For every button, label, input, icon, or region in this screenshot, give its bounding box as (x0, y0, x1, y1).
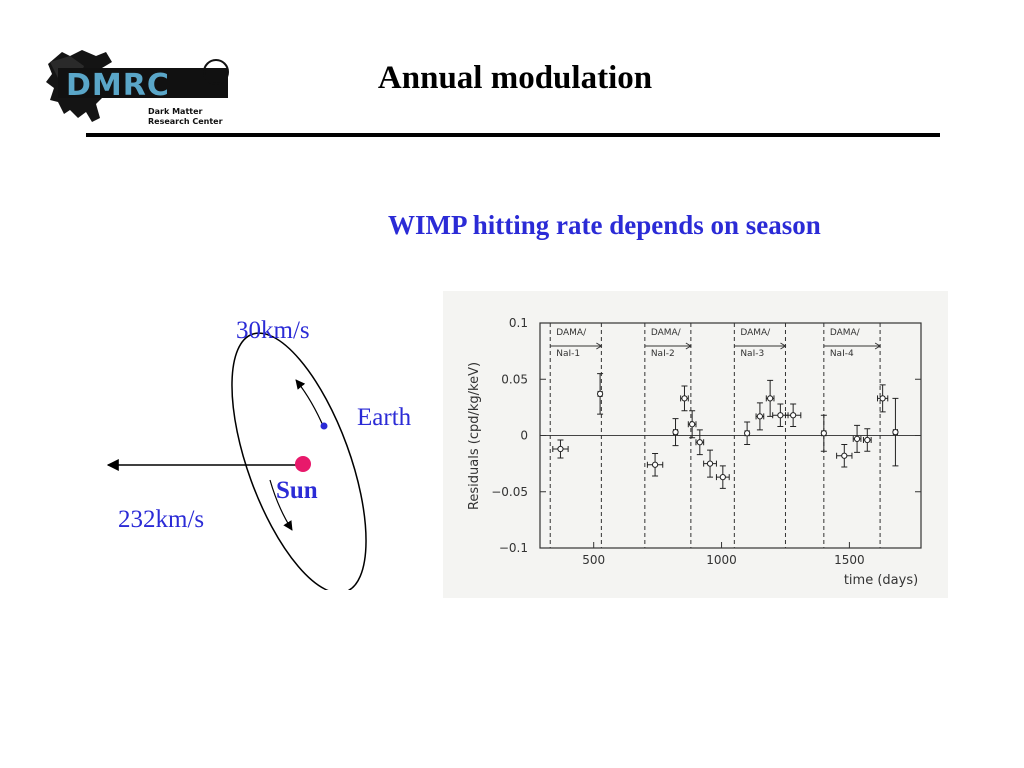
logo-tagline-1: Dark Matter (148, 107, 203, 116)
earth-orbit (231, 332, 367, 594)
data-point (557, 445, 564, 453)
x-tick-label: 1500 (834, 553, 865, 567)
sun-label: Sun (276, 477, 318, 504)
data-point (767, 395, 774, 402)
period-arrow-head (874, 342, 882, 350)
period-arrow-head (596, 342, 603, 350)
data-point (892, 429, 899, 436)
orbit-diagram: 30km/s Earth Sun 232km/s (90, 300, 450, 594)
data-point (756, 413, 764, 420)
slide-title: Annual modulation (377, 60, 653, 96)
data-point (841, 452, 848, 459)
x-tick-label: 1000 (706, 553, 737, 567)
sun-speed-label: 232km/s (118, 506, 204, 533)
period-label: DAMA/ (740, 328, 771, 338)
dmrc-logo: DMRC Dark Matter Research Center (40, 42, 240, 142)
period-sublabel: NaI-3 (740, 349, 764, 359)
y-tick-label: 0.05 (501, 372, 528, 386)
period-label: DAMA/ (830, 328, 861, 338)
sun-dot (295, 456, 311, 472)
data-point (777, 412, 784, 419)
data-point (596, 390, 604, 397)
y-tick-label: 0 (520, 429, 528, 443)
y-tick-label: −0.05 (491, 485, 528, 499)
period-sublabel: NaI-4 (830, 349, 854, 359)
data-point (681, 395, 688, 402)
title-rule (86, 133, 940, 137)
data-point (879, 395, 886, 402)
data-point (820, 430, 827, 437)
earth-speed-label: 30km/s (236, 317, 310, 344)
period-arrow-head (780, 342, 787, 350)
y-tick-label: 0.1 (509, 316, 528, 330)
period-sublabel: NaI-2 (651, 349, 675, 359)
data-point (853, 435, 861, 442)
period-arrow-head (685, 342, 692, 350)
data-point (790, 412, 797, 419)
data-point (706, 460, 714, 467)
residuals-chart: −0.1 −0.05 0 0.05 0.1 500 1000 1500 DAMA/NaI-1 DA… (443, 291, 948, 598)
orbit-velocity-arrow-bottom (269, 479, 293, 531)
y-axis-label: Residuals (cpd/kg/keV) (467, 362, 482, 510)
x-axis-label: time (days) (844, 573, 918, 588)
period-label: DAMA/ (556, 328, 587, 338)
data-point (864, 436, 871, 444)
logo-band (58, 68, 228, 98)
data-point (651, 461, 659, 468)
period-sublabel: NaI-1 (556, 349, 580, 359)
y-tick-label: −0.1 (499, 541, 528, 555)
logo-tagline-2: Research Center (148, 117, 223, 126)
slide-subtitle: WIMP hitting rate depends on season (388, 210, 821, 240)
data-point (689, 421, 696, 428)
logo-text: DMRC (66, 68, 170, 103)
data-point (672, 429, 679, 436)
data-point (744, 430, 751, 437)
data-point (696, 439, 703, 446)
earth-dot (320, 422, 328, 430)
earth-label: Earth (357, 404, 412, 431)
data-point (719, 474, 726, 481)
x-tick-label: 500 (582, 553, 605, 567)
logo-ring (203, 59, 229, 85)
period-label: DAMA/ (651, 328, 682, 338)
